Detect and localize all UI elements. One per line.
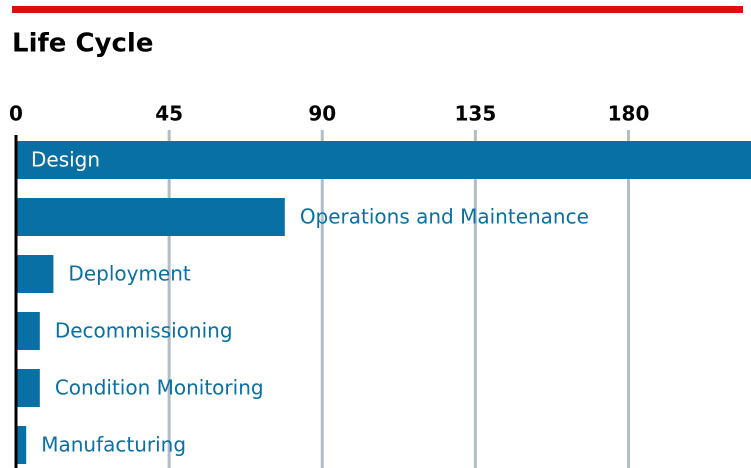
x-tick-label: 90 [308, 102, 336, 126]
bar [16, 255, 54, 293]
bar [16, 141, 751, 179]
x-tick-label: 0 [9, 102, 23, 126]
bar [16, 198, 285, 236]
bar [16, 312, 40, 350]
bar-label: Manufacturing [41, 433, 186, 457]
bar-label: Operations and Maintenance [300, 205, 589, 229]
bar-label: Condition Monitoring [55, 376, 264, 400]
bar [16, 369, 40, 407]
grid: 0 45 90 135 180 [9, 102, 649, 468]
chart-title: Life Cycle [12, 29, 153, 59]
bar-label: Deployment [68, 262, 190, 286]
bar [16, 426, 27, 464]
bars: Design Operations and Maintenance Deployme… [16, 141, 751, 464]
bar-label: Design [31, 148, 100, 172]
x-tick-label: 135 [455, 102, 497, 126]
bar-label: Decommissioning [55, 319, 233, 343]
header-rule [12, 6, 743, 13]
x-tick-label: 180 [608, 102, 650, 126]
x-tick-label: 45 [155, 102, 183, 126]
